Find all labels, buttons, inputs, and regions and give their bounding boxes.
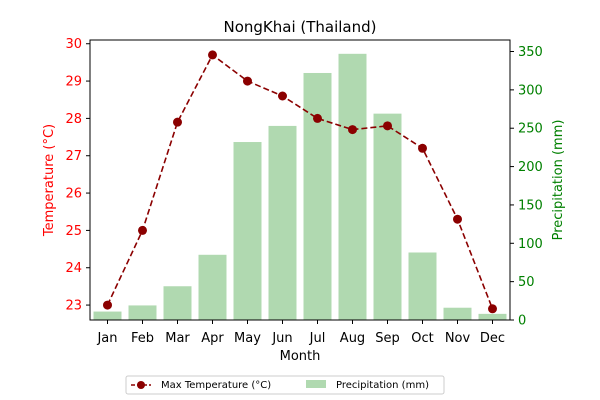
right-axis-label: Precipitation (mm) — [551, 120, 566, 241]
precipitation-bar-jul — [303, 72, 332, 320]
precipitation-bar-aug — [338, 53, 367, 320]
precipitation-bar-apr — [198, 254, 227, 320]
left-axis: 23 24 25 26 27 28 29 30 — [65, 37, 90, 314]
right-tick-label: 100 — [518, 237, 543, 252]
temperature-point-may — [243, 76, 252, 86]
temperature-point-apr — [208, 50, 217, 60]
x-tick-label: Mar — [165, 331, 190, 346]
x-axis-label: Month — [280, 349, 321, 364]
temperature-point-nov — [453, 214, 462, 224]
temperature-point-dec — [488, 304, 497, 314]
legend: Max Temperature (°C) Precipitation (mm) — [125, 375, 445, 395]
temperature-point-oct — [418, 143, 427, 153]
temperature-point-mar — [173, 117, 182, 127]
right-tick-label: 250 — [518, 122, 543, 137]
plot-frame — [89, 39, 511, 321]
left-tick-label: 29 — [65, 75, 82, 90]
precipitation-bar-jan — [93, 311, 122, 320]
left-tick-label: 27 — [65, 149, 82, 164]
temperature-point-aug — [348, 125, 357, 135]
right-tick-label: 0 — [518, 314, 526, 329]
x-tick-label: Sep — [375, 331, 400, 346]
legend-temperature-label: Max Temperature (°C) — [161, 380, 271, 391]
legend-bar-swatch — [306, 380, 326, 388]
temperature-line — [103, 50, 497, 314]
precipitation-bar-may — [233, 142, 262, 320]
precipitation-bar-feb — [128, 305, 157, 320]
x-tick-label: Aug — [340, 331, 365, 346]
left-axis-label: Temperature (°C) — [42, 124, 57, 237]
x-tick-label: Jan — [96, 331, 117, 346]
temperature-point-feb — [138, 225, 147, 235]
temperature-point-jan — [103, 300, 112, 310]
right-tick-label: 150 — [518, 198, 543, 213]
chart-title: NongKhai (Thailand) — [223, 18, 376, 36]
precipitation-bar-sep — [373, 113, 402, 321]
x-tick-label: Oct — [411, 331, 433, 346]
x-tick-label: Dec — [480, 331, 505, 346]
legend-precipitation-label: Precipitation (mm) — [336, 380, 429, 391]
x-axis: Jan Feb Mar Apr May Jun Jul Aug Sep Oct Nov Dec — [96, 320, 505, 346]
left-tick-label: 30 — [65, 37, 82, 52]
right-tick-label: 200 — [518, 160, 543, 175]
x-tick-label: Jun — [271, 331, 292, 346]
left-tick-label: 24 — [65, 261, 82, 276]
precipitation-bar-jun — [268, 125, 297, 320]
left-tick-label: 23 — [65, 299, 82, 314]
right-tick-label: 300 — [518, 83, 543, 98]
x-tick-label: Feb — [131, 331, 154, 346]
legend-marker-swatch — [137, 381, 145, 389]
precipitation-bars — [93, 53, 507, 321]
temperature-point-jun — [278, 91, 287, 101]
precipitation-bar-mar — [163, 286, 192, 320]
left-tick-label: 25 — [65, 224, 82, 239]
legend-frame — [125, 375, 445, 395]
right-axis: 0 50 100 150 200 250 300 350 — [510, 45, 543, 329]
left-tick-label: 28 — [65, 112, 82, 127]
left-tick-label: 26 — [65, 187, 82, 202]
precipitation-bar-nov — [443, 307, 472, 320]
x-tick-label: May — [234, 331, 261, 346]
temperature-point-sep — [383, 121, 392, 131]
temperature-point-jul — [313, 113, 322, 123]
right-tick-label: 50 — [518, 275, 535, 290]
x-tick-label: Jul — [309, 331, 326, 346]
right-tick-label: 350 — [518, 45, 543, 60]
precipitation-bar-oct — [408, 252, 437, 320]
precipitation-bar-dec — [478, 313, 507, 320]
temperature-series-line — [106, 53, 494, 310]
x-tick-label: Nov — [445, 331, 471, 346]
x-tick-label: Apr — [201, 331, 224, 346]
